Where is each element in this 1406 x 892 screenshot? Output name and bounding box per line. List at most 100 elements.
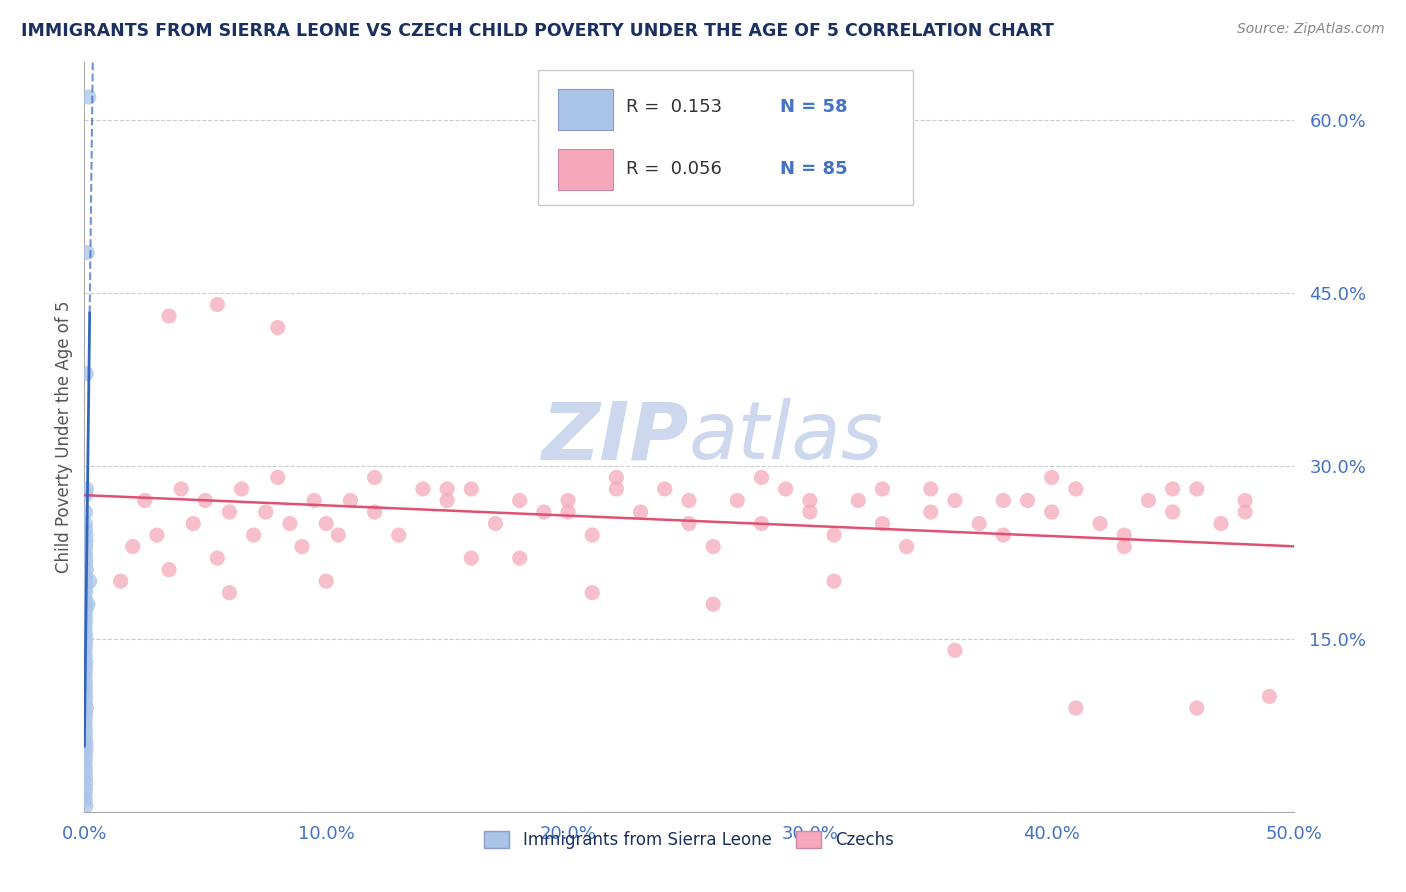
Point [75, 660, 97, 674]
Point [75, 690, 97, 704]
Point [920, 505, 942, 519]
Point [1234, 493, 1257, 508]
Point [678, 516, 700, 531]
Point [75, 793, 97, 807]
Point [751, 516, 773, 531]
Point [79, 574, 101, 589]
Point [557, 505, 579, 519]
Point [1088, 516, 1111, 531]
Point [1258, 690, 1281, 704]
Point [75, 643, 97, 657]
Point [75, 545, 97, 559]
Point [75, 367, 97, 381]
Point [75, 788, 97, 802]
Point [1040, 470, 1063, 484]
Point [75, 551, 97, 566]
Point [1185, 482, 1208, 496]
Point [75, 522, 97, 536]
Point [581, 528, 603, 542]
Point [75, 666, 97, 681]
Point [605, 482, 627, 496]
Point [581, 585, 603, 599]
Point [630, 505, 652, 519]
Point [75, 770, 97, 784]
Point [254, 505, 277, 519]
Point [75, 706, 97, 721]
Point [267, 470, 290, 484]
Point [75, 580, 97, 594]
Point [194, 493, 217, 508]
Point [1137, 493, 1160, 508]
Point [75, 557, 97, 571]
Point [993, 528, 1015, 542]
Point [678, 493, 700, 508]
Point [110, 574, 132, 589]
Point [1064, 482, 1087, 496]
Point [75, 608, 97, 623]
Point [460, 482, 482, 496]
Point [291, 540, 314, 554]
Point [75, 655, 97, 669]
Point [509, 493, 531, 508]
Point [75, 701, 97, 715]
Text: R =  0.153: R = 0.153 [626, 97, 723, 116]
Point [75, 574, 97, 589]
Point [872, 482, 894, 496]
Text: Source: ZipAtlas.com: Source: ZipAtlas.com [1237, 22, 1385, 37]
Point [1161, 505, 1184, 519]
Point [775, 482, 797, 496]
Point [484, 516, 506, 531]
Point [533, 505, 555, 519]
Point [75, 799, 97, 814]
Point [75, 533, 97, 548]
Point [75, 568, 97, 582]
Point [157, 563, 180, 577]
Text: IMMIGRANTS FROM SIERRA LEONE VS CZECH CHILD POVERTY UNDER THE AGE OF 5 CORRELATI: IMMIGRANTS FROM SIERRA LEONE VS CZECH CH… [21, 22, 1054, 40]
Point [302, 493, 325, 508]
Point [75, 776, 97, 790]
Point [75, 516, 97, 531]
Text: N = 58: N = 58 [780, 97, 848, 116]
Point [75, 735, 97, 749]
Point [75, 603, 97, 617]
Legend: Immigrants from Sierra Leone, Czechs: Immigrants from Sierra Leone, Czechs [478, 824, 900, 855]
Point [75, 649, 97, 664]
Point [872, 516, 894, 531]
Point [1185, 701, 1208, 715]
Point [799, 493, 821, 508]
Point [75, 747, 97, 761]
Point [823, 528, 845, 542]
Point [557, 493, 579, 508]
Point [725, 493, 748, 508]
Point [993, 493, 1015, 508]
Point [75, 638, 97, 652]
Point [943, 493, 966, 508]
Point [920, 482, 942, 496]
Point [170, 482, 193, 496]
Point [75, 591, 97, 606]
Point [207, 297, 229, 311]
Point [967, 516, 990, 531]
Point [75, 488, 97, 502]
Point [363, 505, 385, 519]
Point [75, 724, 97, 739]
Text: N = 85: N = 85 [780, 160, 848, 178]
Point [267, 320, 290, 334]
Point [218, 585, 240, 599]
Point [75, 713, 97, 727]
Point [75, 718, 97, 732]
Point [1064, 701, 1087, 715]
Point [242, 528, 264, 542]
Point [1040, 505, 1063, 519]
Point [460, 551, 482, 566]
Point [77, 597, 100, 611]
Point [181, 516, 204, 531]
Point [315, 516, 337, 531]
Point [75, 620, 97, 634]
Point [1114, 540, 1136, 554]
Point [75, 563, 97, 577]
Point [896, 540, 918, 554]
Text: atlas: atlas [689, 398, 884, 476]
Point [76, 482, 98, 496]
Point [1114, 528, 1136, 542]
